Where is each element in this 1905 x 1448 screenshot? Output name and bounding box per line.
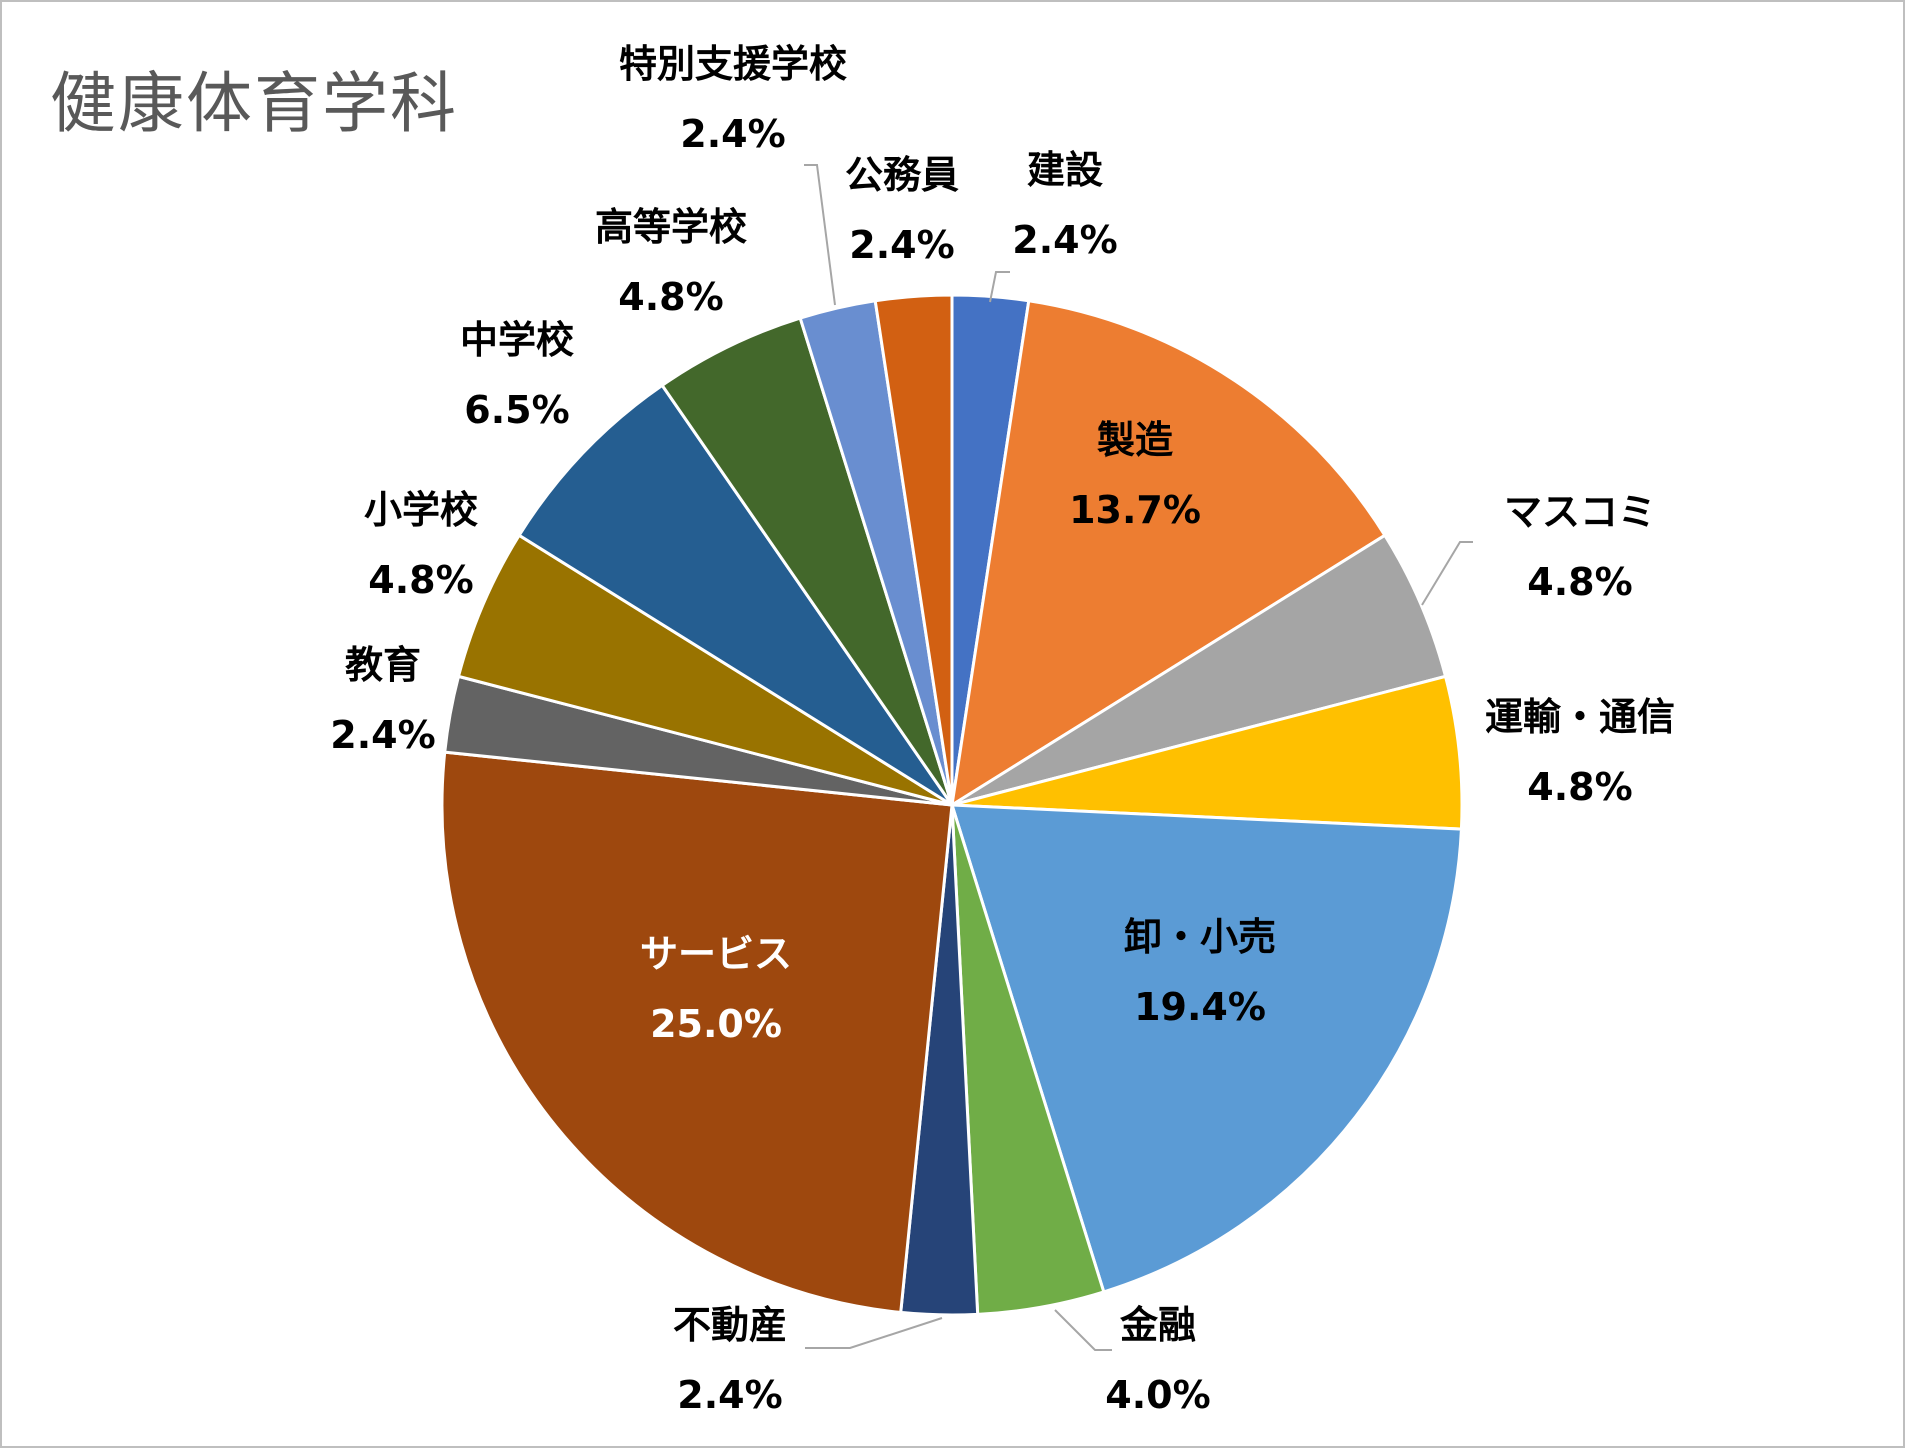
slice-labels: 建設 2.4% 製造 13.7% マスコミ 4.8% 運輸・通信 4.8% 卸・小売 19.4% 金…	[330, 42, 1675, 1417]
slice-value-5: 4.0%	[1105, 1373, 1210, 1417]
pie-slice-9	[456, 533, 953, 807]
slice-value-2: 4.8%	[1527, 560, 1632, 604]
slice-value-13: 2.4%	[849, 223, 954, 267]
slice-label-6: 不動産	[673, 1303, 787, 1347]
slice-value-3: 4.8%	[1527, 765, 1632, 809]
slice-label-5: 金融	[1119, 1303, 1196, 1347]
slice-value-4: 19.4%	[1134, 985, 1266, 1029]
slice-value-6: 2.4%	[677, 1373, 782, 1417]
slice-value-7: 25.0%	[650, 1002, 782, 1046]
pie-slice-11	[660, 316, 954, 806]
pie-slice-13	[873, 293, 954, 806]
slice-value-0: 2.4%	[1012, 218, 1117, 262]
pie-slice-1	[950, 299, 1387, 808]
slice-label-7: サービス	[640, 932, 792, 976]
slice-label-9: 小学校	[364, 488, 478, 532]
slice-label-4: 卸・小売	[1124, 915, 1276, 959]
leader-line-6	[805, 1317, 943, 1349]
slice-label-10: 中学校	[460, 318, 574, 362]
pie-slices	[440, 293, 1464, 1317]
slice-label-2: マスコミ	[1504, 490, 1656, 534]
slice-value-9: 4.8%	[368, 558, 473, 602]
leader-lines	[804, 164, 1473, 1351]
slice-value-11: 4.8%	[618, 275, 723, 319]
slice-label-8: 教育	[345, 643, 421, 687]
slice-value-1: 13.7%	[1069, 488, 1201, 532]
slice-label-1: 製造	[1097, 418, 1173, 462]
leader-line-12	[804, 164, 836, 306]
pie-slice-7	[440, 750, 954, 1315]
slice-value-10: 6.5%	[464, 388, 569, 432]
slice-label-12: 特別支援学校	[619, 42, 847, 86]
slice-value-8: 2.4%	[330, 713, 435, 757]
pie-slice-10	[517, 383, 954, 807]
slice-label-3: 運輸・通信	[1485, 695, 1675, 739]
leader-line-0	[989, 271, 1010, 303]
pie-slice-4	[949, 803, 1464, 1294]
leader-line-5	[1054, 1309, 1112, 1351]
chart-title: 健康体育学科	[50, 65, 458, 142]
slice-label-11: 高等学校	[595, 205, 747, 249]
slice-value-12: 2.4%	[680, 112, 785, 156]
pie-slice-2	[951, 533, 1448, 807]
pie-slice-3	[951, 674, 1464, 831]
slice-label-0: 建設	[1027, 148, 1103, 192]
leader-line-2	[1421, 541, 1473, 606]
slice-label-13: 公務員	[845, 153, 959, 197]
